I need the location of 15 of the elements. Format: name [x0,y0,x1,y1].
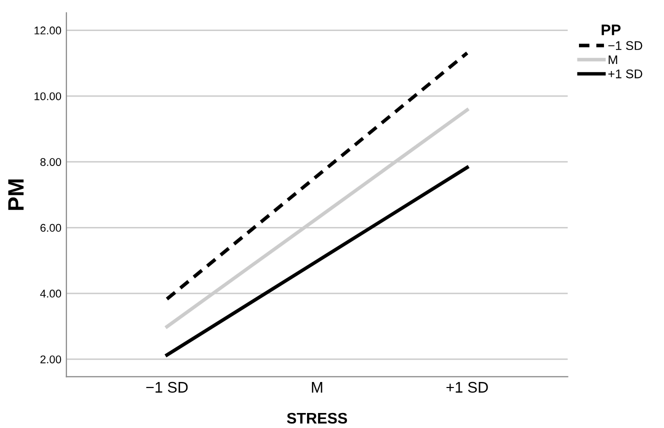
y-tick-label: 8.00 [40,158,62,166]
legend-label: −1 SD [608,41,642,50]
y-tick-label: 6.00 [40,224,62,232]
y-tick-label: 4.00 [40,290,62,298]
x-tick-label: +1 SD [446,382,488,393]
y-tick-label: 10.00 [34,92,62,100]
y-tick-label: 2.00 [40,355,62,364]
legend-title: PP [602,24,621,36]
x-tick-label: −1 SD [146,382,188,393]
x-tick-label: M [312,382,322,393]
x-axis-title: STRESS [286,412,348,424]
legend-label: M [608,55,618,64]
y-tick-label: 12.00 [34,26,62,34]
y-axis-title: PM [8,180,24,210]
legend-label: +1 SD [608,69,642,78]
